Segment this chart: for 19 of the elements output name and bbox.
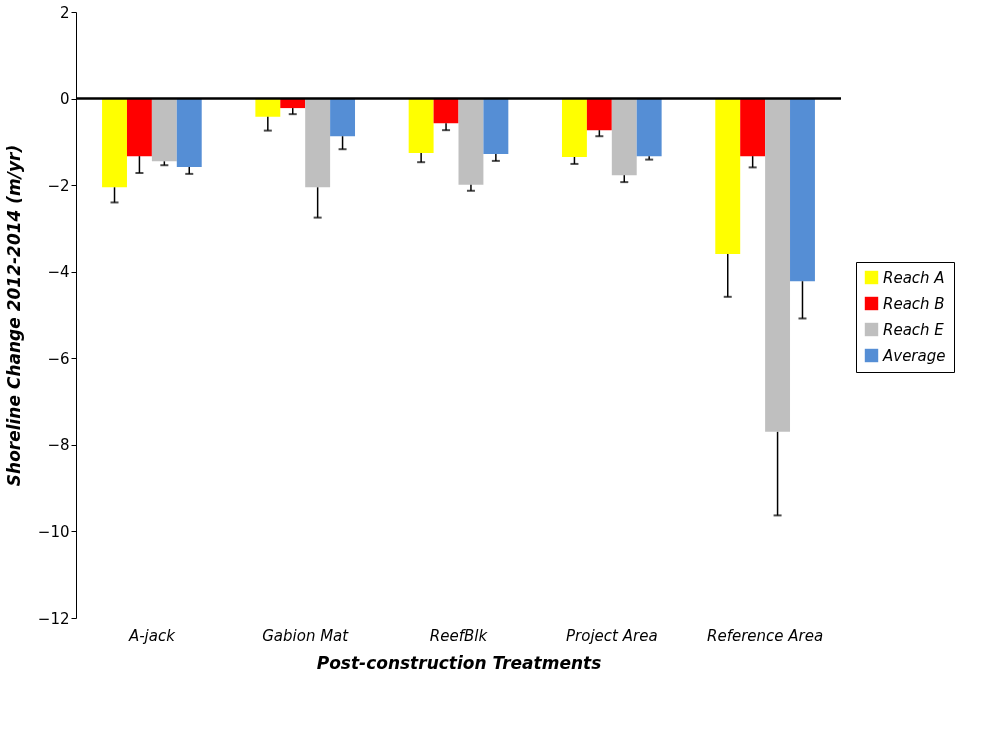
y-tick-label: 0	[59, 90, 70, 109]
legend-label: Average	[882, 346, 946, 365]
y-tick-label: 2	[59, 3, 70, 22]
legend-label: Reach A	[883, 268, 945, 287]
x-tick-label: Project Area	[566, 626, 658, 645]
y-tick-label: −12	[37, 609, 70, 628]
x-axis-title: Post-construction Treatments	[316, 652, 602, 673]
legend-label: Reach E	[883, 320, 945, 339]
y-axis-title: Shoreline Change 2012-2014 (m/yr)	[3, 144, 24, 487]
x-tick-label: A-jack	[127, 626, 177, 645]
y-tick-label: −2	[47, 176, 70, 195]
legend-label: Reach B	[883, 294, 945, 313]
y-tick-label: −8	[47, 436, 70, 455]
y-tick-label: −10	[37, 522, 70, 541]
x-tick-label: Reference Area	[707, 626, 824, 645]
x-tick-label: ReefBlk	[429, 626, 489, 645]
x-tick-label: Gabion Mat	[262, 626, 350, 645]
y-tick-label: −6	[47, 349, 70, 368]
y-tick-label: −4	[47, 263, 70, 282]
